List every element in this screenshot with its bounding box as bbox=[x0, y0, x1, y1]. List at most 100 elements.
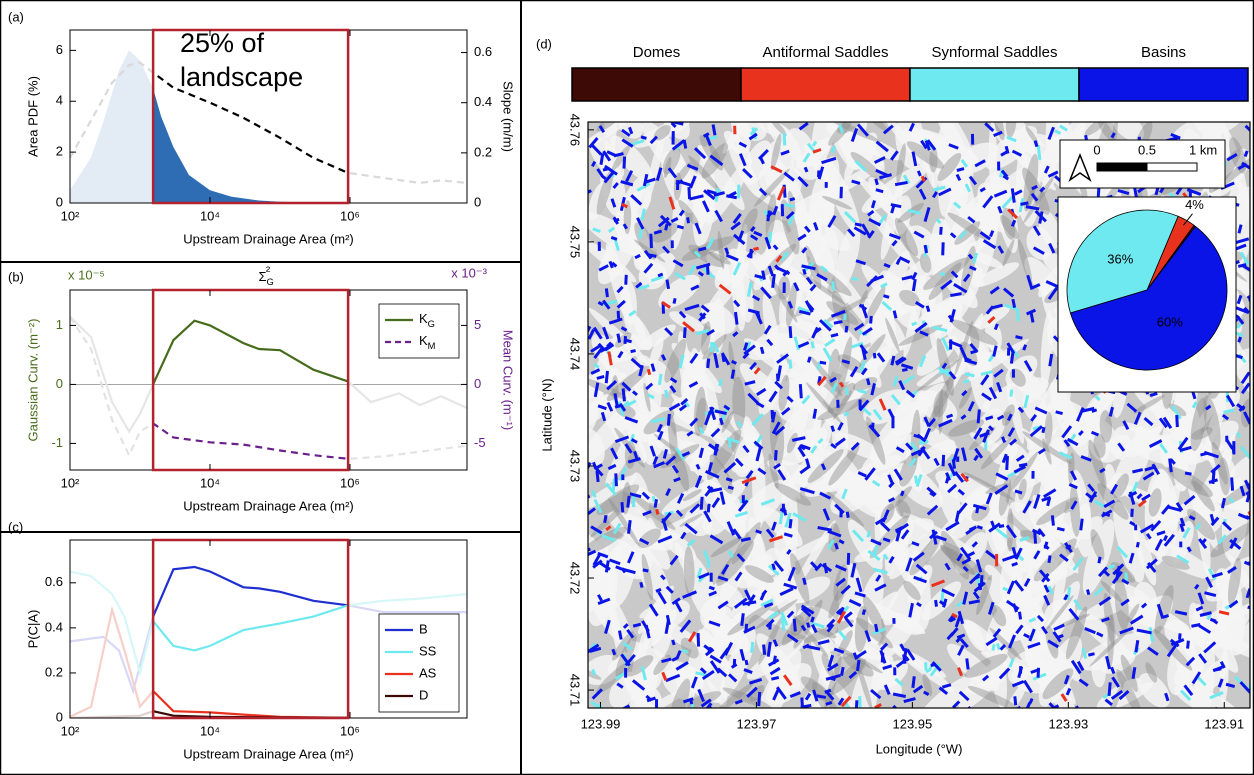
basin-streak bbox=[737, 230, 745, 243]
shadow bbox=[1097, 122, 1115, 142]
shadow bbox=[833, 390, 852, 420]
basin-streak bbox=[1177, 436, 1189, 451]
saddle-streak bbox=[1209, 691, 1224, 700]
shadow bbox=[678, 199, 700, 227]
basin-streak bbox=[929, 491, 936, 498]
basin-streak bbox=[755, 529, 762, 535]
saddle-streak bbox=[817, 437, 824, 444]
basin-streak bbox=[892, 310, 898, 319]
basin-streak bbox=[883, 294, 890, 299]
basin-streak bbox=[981, 674, 990, 682]
basin-streak bbox=[694, 475, 703, 488]
basin-streak bbox=[655, 699, 659, 708]
basin-streak bbox=[678, 310, 687, 319]
basin-streak bbox=[876, 352, 886, 363]
basin-streak bbox=[771, 273, 776, 289]
basin-streak bbox=[841, 359, 851, 365]
basin-streak bbox=[919, 330, 929, 337]
basin-streak bbox=[835, 577, 846, 587]
basin-streak bbox=[1028, 697, 1034, 704]
antiform-streak bbox=[668, 196, 676, 210]
basin-streak bbox=[958, 690, 970, 702]
basin-streak bbox=[689, 194, 704, 201]
basin-streak bbox=[1145, 533, 1152, 540]
basin-streak bbox=[1200, 538, 1207, 545]
basin-streak bbox=[704, 134, 712, 146]
basin-streak bbox=[1029, 425, 1043, 438]
basin-streak bbox=[991, 303, 1003, 310]
saddle-streak bbox=[1001, 196, 1014, 209]
basin-streak bbox=[1076, 660, 1085, 672]
x-axis-label: Upstream Drainage Area (m²) bbox=[183, 746, 354, 761]
saddle-streak bbox=[902, 374, 915, 385]
basin-streak bbox=[920, 446, 931, 460]
basin-streak bbox=[721, 354, 726, 363]
saddle-streak bbox=[995, 527, 1009, 539]
shadow bbox=[668, 413, 678, 462]
ridge bbox=[815, 161, 885, 204]
basin-streak bbox=[806, 356, 812, 363]
x-tick-label: 123.99 bbox=[581, 716, 621, 731]
basin-streak bbox=[851, 179, 861, 185]
basin-streak bbox=[676, 492, 685, 504]
basin-streak bbox=[1191, 390, 1197, 400]
shadow bbox=[837, 630, 853, 657]
basin-streak bbox=[633, 450, 639, 460]
basin-streak bbox=[644, 624, 651, 639]
basin-streak bbox=[923, 244, 929, 254]
basin-streak bbox=[615, 565, 623, 571]
shadow bbox=[933, 390, 948, 418]
basin-streak bbox=[741, 495, 745, 504]
basin-streak bbox=[682, 590, 697, 599]
basin-streak bbox=[979, 187, 986, 193]
basin-streak bbox=[1119, 626, 1134, 635]
shadow bbox=[634, 239, 666, 263]
saddle-streak bbox=[792, 512, 807, 522]
basin-streak bbox=[786, 610, 795, 619]
y-tick-label: 0.6 bbox=[45, 574, 63, 589]
saddle-streak bbox=[844, 387, 850, 396]
basin-streak bbox=[1063, 674, 1070, 685]
shadow bbox=[683, 546, 695, 598]
shadow bbox=[1116, 669, 1144, 708]
saddle-streak bbox=[797, 306, 810, 313]
label-pointer bbox=[1183, 213, 1193, 226]
saddle-streak bbox=[1008, 658, 1015, 668]
basin-streak bbox=[603, 514, 608, 523]
basin-streak bbox=[1026, 274, 1034, 291]
basin-streak bbox=[629, 492, 642, 499]
basin-streak bbox=[973, 454, 979, 462]
basin-streak bbox=[755, 446, 762, 462]
basin-streak bbox=[634, 253, 641, 260]
basin-streak bbox=[895, 528, 902, 542]
basin-streak bbox=[1013, 465, 1027, 474]
basin-streak bbox=[726, 521, 736, 536]
basin-streak bbox=[597, 551, 609, 559]
basin-streak bbox=[900, 529, 910, 540]
basin-streak bbox=[670, 240, 674, 249]
basin-streak bbox=[647, 253, 657, 258]
basin-streak bbox=[948, 143, 959, 150]
ridge bbox=[753, 233, 807, 291]
shadow bbox=[1023, 174, 1056, 224]
saddle-streak bbox=[939, 271, 946, 277]
basin-streak bbox=[1145, 558, 1158, 570]
basin-streak bbox=[959, 638, 969, 648]
basin-streak bbox=[1027, 641, 1041, 649]
basin-streak bbox=[962, 565, 969, 573]
basin-streak bbox=[1204, 591, 1217, 597]
basin-streak bbox=[830, 425, 836, 432]
basin-streak bbox=[621, 388, 626, 402]
basin-streak bbox=[1142, 471, 1155, 481]
plot-area bbox=[70, 315, 467, 460]
shadow bbox=[1210, 521, 1250, 558]
antiform-streak bbox=[1247, 510, 1250, 519]
basin-streak bbox=[1009, 352, 1015, 364]
basin-streak bbox=[830, 332, 839, 338]
basin-streak bbox=[855, 659, 861, 672]
shadow bbox=[1120, 654, 1138, 693]
basin-streak bbox=[1023, 633, 1030, 639]
basin-streak bbox=[1234, 237, 1250, 245]
shadow bbox=[852, 376, 878, 391]
shadow bbox=[786, 432, 798, 454]
